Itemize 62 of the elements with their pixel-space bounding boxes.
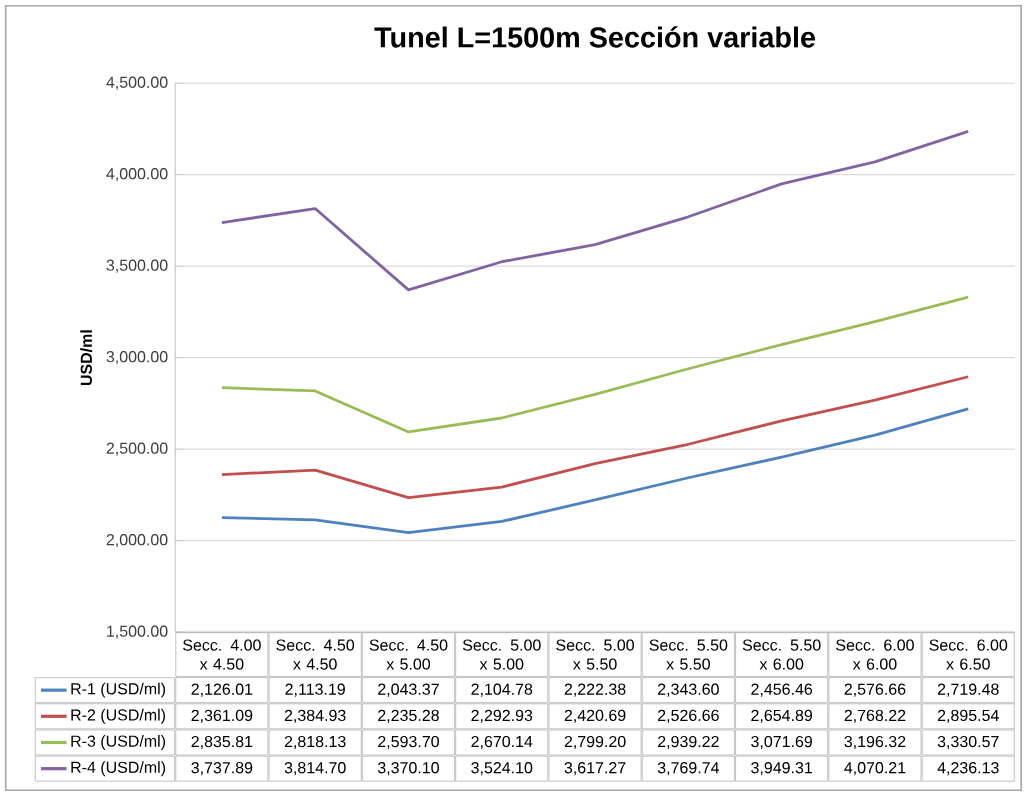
data-label: 3,769.74 — [657, 762, 720, 776]
legend-label: R-4 (USD/ml) — [71, 761, 166, 777]
data-label: 2,384.93 — [284, 709, 346, 723]
y-tick-label: 2,000.00 — [106, 534, 168, 548]
legend-label: R-1 (USD/ml) — [71, 682, 166, 698]
data-label: 2,719.48 — [937, 683, 999, 697]
data-label: 2,343.60 — [658, 683, 719, 697]
data-label: 2,835.81 — [191, 735, 253, 750]
legend-label: R-2 (USD/ml) — [71, 708, 166, 724]
line-series — [220, 375, 970, 499]
chart-title: Tunel L=1500m Sección variable — [374, 26, 816, 48]
data-label: 2,593.70 — [378, 735, 439, 750]
data-label: 4,070.21 — [844, 762, 906, 776]
y-tick-label: 4,500.00 — [106, 76, 168, 90]
data-label: 3,330.57 — [937, 735, 999, 750]
data-label: 2,818.13 — [284, 735, 346, 750]
line-series — [220, 295, 970, 434]
line-series — [220, 130, 970, 292]
y-tick-label: 1,500.00 — [107, 625, 168, 639]
data-label: 2,113.19 — [285, 683, 345, 697]
data-label: 2,292.93 — [471, 709, 533, 723]
x-tick-label: Secc. 5.00 x 5.50 — [556, 639, 635, 670]
data-label: 3,071.69 — [751, 735, 812, 750]
data-label: 2,526.66 — [658, 709, 719, 723]
x-tick-label: Secc. 5.50 x 6.00 — [742, 639, 821, 670]
data-label: 2,895.54 — [937, 709, 999, 723]
data-label: 3,196.32 — [844, 735, 906, 750]
data-label: 2,654.89 — [751, 709, 812, 723]
data-label: 2,104.78 — [471, 683, 533, 697]
y-tick-label: 3,000.00 — [106, 351, 168, 365]
y-tick-label: 2,500.00 — [106, 442, 168, 456]
x-tick-label: Secc. 6.00 x 6.00 — [836, 639, 914, 670]
x-tick-label: Secc. 4.50 x 5.00 — [369, 639, 448, 670]
data-label: 4,236.13 — [937, 762, 999, 776]
data-label: 2,126.01 — [191, 683, 253, 697]
x-tick-label: Secc. 4.50 x 4.50 — [276, 639, 355, 670]
data-label: 2,768.22 — [844, 709, 906, 723]
data-label: 2,939.22 — [658, 735, 719, 750]
data-label: 3,370.10 — [377, 762, 439, 776]
data-label: 2,361.09 — [191, 709, 253, 723]
data-label: 2,235.28 — [378, 709, 439, 723]
data-label: 2,576.66 — [844, 683, 906, 697]
data-label: 3,949.31 — [751, 762, 812, 776]
data-label: 3,524.10 — [471, 762, 533, 776]
legend-label: R-3 (USD/ml) — [71, 735, 166, 750]
line-series — [220, 407, 970, 535]
data-label: 3,617.27 — [564, 762, 626, 776]
data-label: 2,420.69 — [564, 709, 626, 723]
data-label: 2,799.20 — [564, 735, 626, 750]
data-label: 2,222.38 — [564, 683, 626, 697]
data-label: 3,737.89 — [191, 762, 253, 776]
data-label: 2,670.14 — [471, 735, 533, 750]
x-tick-label: Secc. 4.00 x 4.50 — [183, 639, 261, 670]
y-axis-title: USD/ml — [80, 330, 93, 386]
data-label: 2,043.37 — [378, 683, 439, 697]
y-tick-label: 4,000.00 — [106, 168, 168, 182]
x-tick-label: Secc. 6.00 x 6.50 — [929, 639, 1008, 670]
x-tick-label: Secc. 5.00 x 5.00 — [462, 639, 541, 670]
y-tick-label: 3,500.00 — [106, 259, 168, 273]
data-label: 2,456.46 — [751, 683, 813, 697]
x-tick-label: Secc. 5.50 x 5.50 — [649, 639, 728, 670]
data-label: 3,814.70 — [284, 762, 346, 776]
